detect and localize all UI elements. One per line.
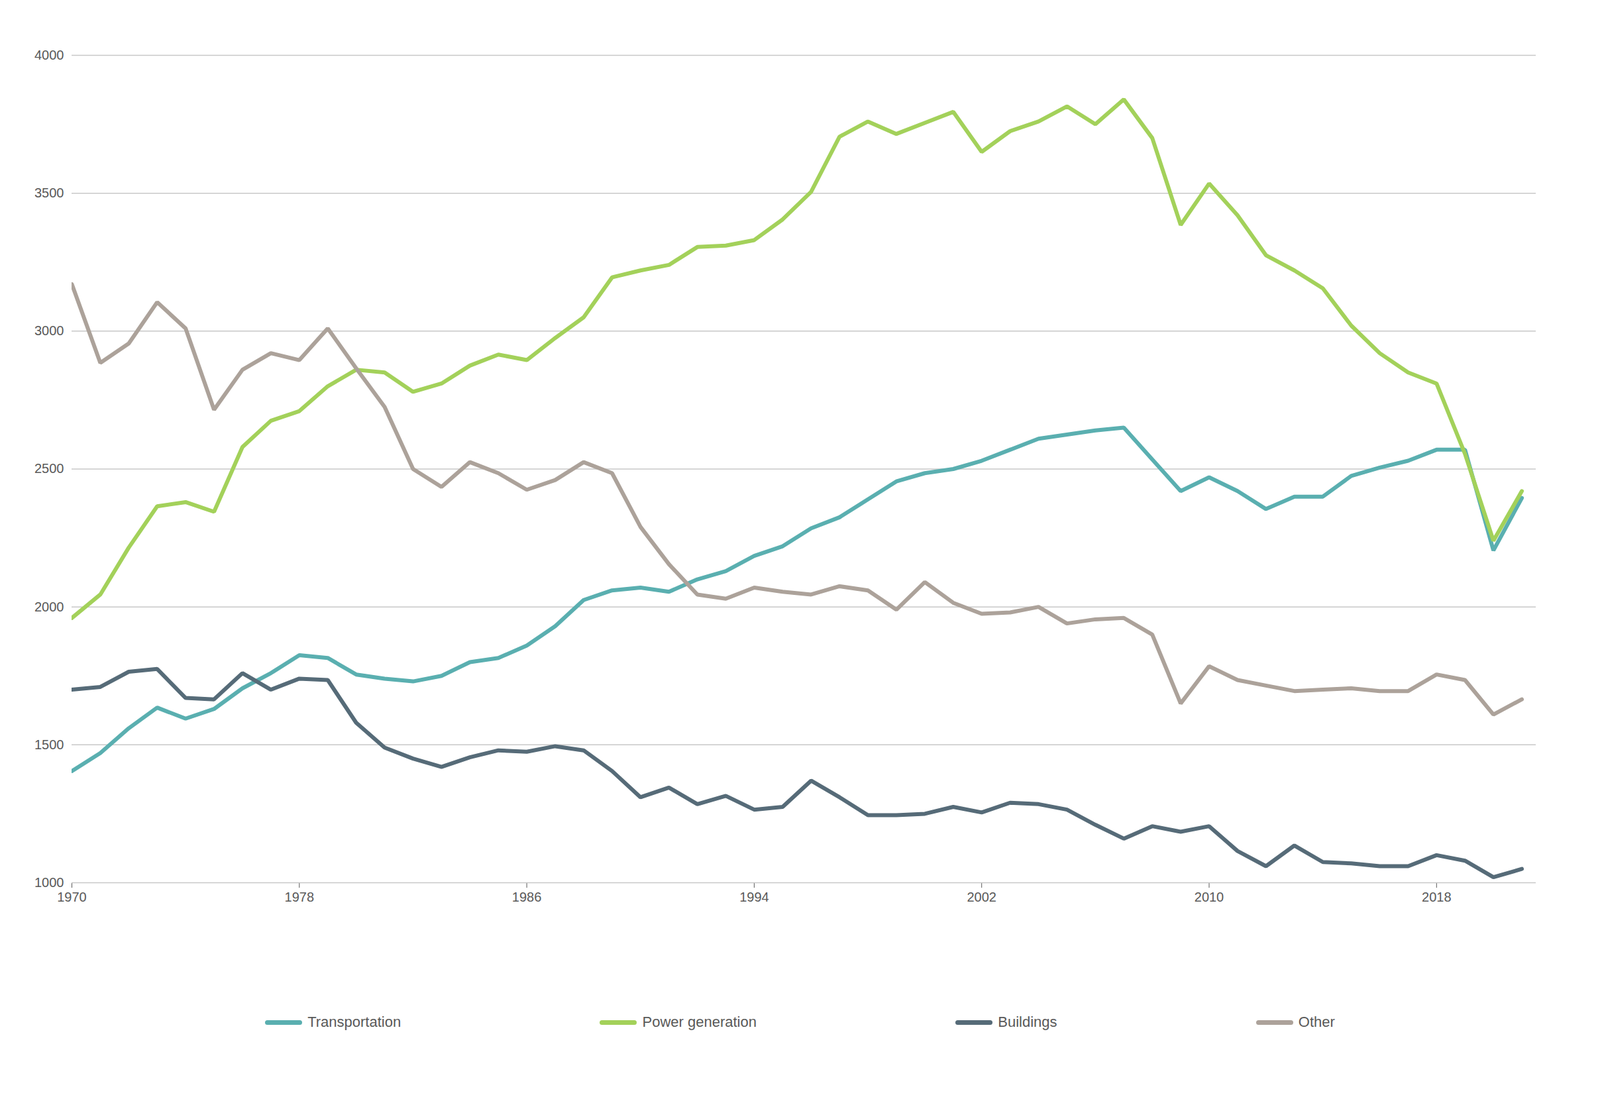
svg-text:1970: 1970: [56, 889, 87, 905]
svg-text:2010: 2010: [1194, 889, 1225, 905]
svg-text:1994: 1994: [739, 889, 770, 905]
html-text:Transportation: Transportation: [307, 1013, 401, 1031]
svg-text:1500: 1500: [34, 737, 65, 752]
svg-text:2500: 2500: [34, 461, 65, 476]
html-text:Power generation: Power generation: [642, 1013, 757, 1031]
svg-text:1978: 1978: [284, 889, 315, 905]
svg-text:2000: 2000: [34, 599, 65, 615]
svg-text:4000: 4000: [34, 47, 65, 63]
html-text:Other: Other: [1298, 1013, 1335, 1031]
svg-text:2018: 2018: [1421, 889, 1452, 905]
svg-text:3000: 3000: [34, 323, 65, 338]
svg-text:3500: 3500: [34, 185, 65, 201]
svg-text:1986: 1986: [512, 889, 542, 905]
html-text:Buildings: Buildings: [997, 1013, 1058, 1031]
svg-text:2002: 2002: [966, 889, 997, 905]
svg-text:1000: 1000: [34, 875, 65, 890]
